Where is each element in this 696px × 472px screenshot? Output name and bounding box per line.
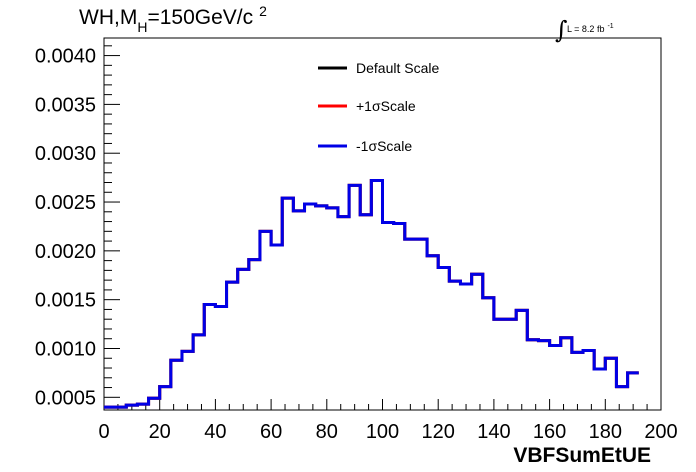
chart-title: WH,MH=150GeV/c 2 [79,3,267,35]
lumi-superscript: -1 [607,23,613,30]
y-tick-label: 0.0025 [35,192,96,214]
series-minus-1sigma-scale-line [104,179,639,409]
y-tick-label: 0.0015 [35,290,96,312]
lumi-label: L = 8.2 fb -1 [567,23,614,34]
y-tick-label: 0.0040 [35,46,96,68]
axis-tick-labels: 0 20 40 60 80 100 120 140 160 180 200 0.0005 0.0010 0… [35,46,678,443]
x-tick-label: 80 [316,421,338,443]
y-tick-label: 0.0020 [35,241,96,263]
y-tick-label: 0.0035 [35,94,96,116]
lumi-text: L = 8.2 fb [567,24,604,34]
y-tick-label: 0.0010 [35,338,96,360]
legend-label-minus-1sigma-scale: -1σScale [356,138,412,154]
title-main: =150GeV/c [147,6,253,29]
legend: Default Scale +1σScale -1σScale [318,60,439,154]
x-tick-label: 60 [260,421,282,443]
legend-label-plus-1sigma-scale: +1σScale [356,98,416,114]
x-tick-label: 0 [98,421,109,443]
legend-label-default-scale: Default Scale [356,60,439,76]
x-tick-label: 100 [366,421,399,443]
title-prefix: WH,M [79,6,137,29]
x-axis-title: VBFSumEtUE [513,444,651,467]
title-superscript: 2 [259,3,267,19]
x-tick-label: 140 [477,421,510,443]
title-subscript: H [137,19,147,35]
x-tick-label: 200 [644,421,677,443]
x-tick-label: 20 [149,421,171,443]
x-tick-label: 120 [422,421,455,443]
x-tick-label: 160 [533,421,566,443]
x-tick-label: 180 [589,421,622,443]
y-tick-label: 0.0030 [35,143,96,165]
y-tick-label: 0.0005 [35,387,96,409]
x-tick-label: 40 [204,421,226,443]
lumi-integral: ∫ [555,16,568,44]
series-layer [104,179,639,409]
